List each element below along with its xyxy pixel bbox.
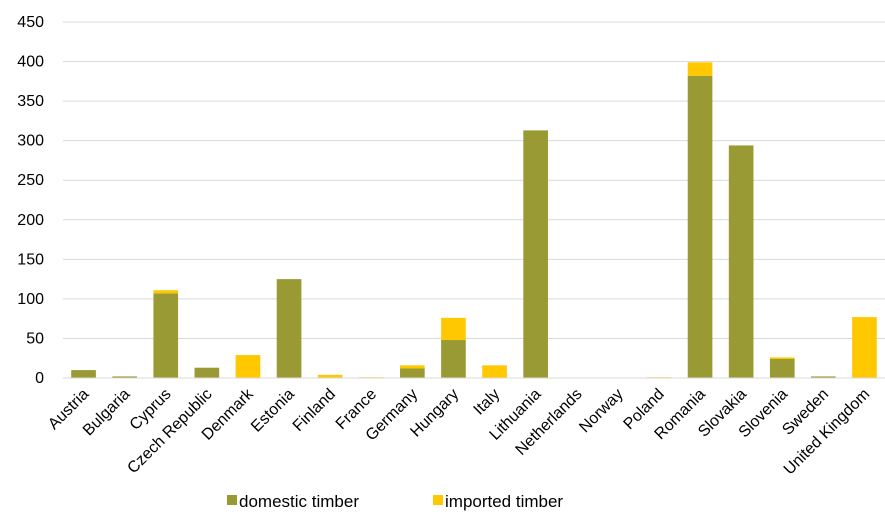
x-tick-label: Norway [576, 386, 626, 436]
y-tick-label: 150 [17, 251, 44, 268]
y-tick-label: 300 [17, 133, 44, 150]
x-tick-label: Finland [290, 386, 339, 435]
bar-domestic-estonia [276, 279, 302, 378]
y-tick-label: 50 [26, 330, 44, 347]
bar-imported-romania [687, 62, 713, 76]
bar-domestic-bulgaria [112, 376, 137, 378]
bar-domestic-cyprus [153, 293, 179, 378]
legend: domestic timber imported timber [227, 492, 563, 511]
legend-label: imported timber [445, 492, 563, 511]
bar-domestic-sweden [811, 376, 836, 378]
bar-domestic-slovenia [769, 359, 795, 378]
x-tick-label: Italy [471, 386, 504, 419]
bar-domestic-germany [400, 368, 425, 378]
bar-imported-slovenia [769, 357, 795, 360]
bar-domestic-hungary [441, 340, 466, 378]
bar-imported-cyprus [153, 290, 179, 294]
y-tick-label: 450 [17, 14, 44, 31]
bars [71, 62, 877, 378]
bar-imported-germany [400, 365, 425, 369]
bar-domestic-austria [71, 370, 96, 378]
bar-domestic-czech-republic [194, 367, 220, 378]
y-axis-ticks: 0 50 100 150 200 250 300 350 400 450 [17, 14, 44, 387]
gridlines [63, 21, 885, 339]
bar-domestic-lithuania [523, 130, 548, 378]
y-tick-label: 0 [35, 370, 44, 387]
bar-domestic-romania [687, 75, 713, 378]
bar-imported-hungary [441, 317, 466, 341]
y-tick-label: 200 [17, 212, 44, 229]
y-tick-label: 400 [17, 54, 44, 71]
bar-imported-italy [482, 365, 507, 378]
legend-swatch [433, 495, 443, 505]
y-tick-label: 350 [17, 93, 44, 110]
bar-domestic-slovakia [728, 145, 754, 378]
legend-label: domestic timber [239, 492, 359, 511]
x-tick-label: Estonia [248, 386, 298, 436]
bar-imported-finland [317, 374, 343, 378]
bar-imported-united-kingdom [852, 317, 877, 378]
y-tick-label: 100 [17, 291, 44, 308]
bar-imported-denmark [235, 355, 261, 378]
legend-swatch [227, 495, 237, 505]
y-tick-label: 250 [17, 172, 44, 189]
